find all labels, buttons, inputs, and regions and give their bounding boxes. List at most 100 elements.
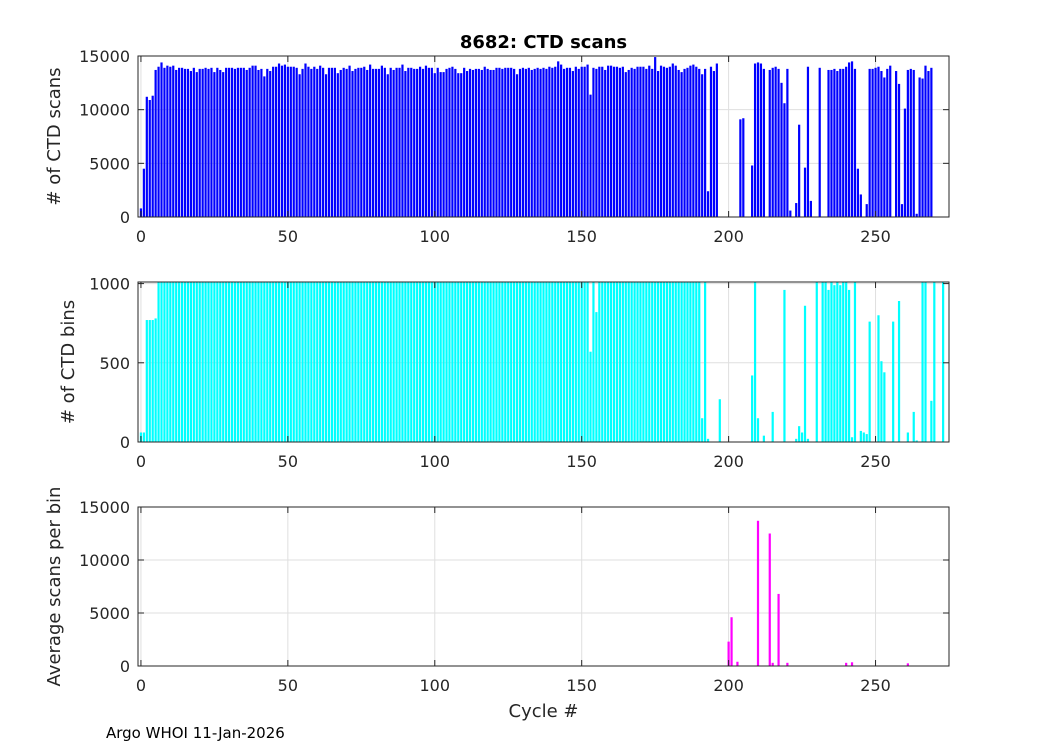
bar [683, 282, 686, 442]
bar [915, 440, 918, 442]
bar [504, 67, 507, 217]
bar [942, 282, 945, 442]
bar [859, 194, 862, 217]
axes-box [137, 281, 950, 443]
bar [480, 282, 483, 442]
bar [354, 68, 357, 217]
bar [674, 65, 677, 217]
bar [186, 68, 190, 217]
y-tick-label: 10000 [79, 101, 130, 120]
bar [354, 282, 357, 442]
bar [395, 282, 398, 442]
bar [865, 434, 868, 442]
bar [583, 282, 586, 442]
bar [897, 83, 901, 217]
bar [504, 282, 507, 442]
bar [701, 74, 704, 217]
bar [524, 68, 527, 217]
bar [366, 69, 369, 217]
bar [233, 68, 237, 217]
bar [806, 438, 810, 442]
bar [892, 321, 895, 442]
bar [589, 351, 592, 442]
bar [845, 66, 848, 217]
bar [342, 282, 345, 442]
bar [201, 68, 204, 217]
bar [515, 74, 519, 217]
bar [445, 282, 448, 442]
bar [298, 74, 301, 217]
bar [571, 282, 574, 442]
bar [636, 66, 639, 217]
bar [736, 661, 739, 666]
bar [360, 67, 363, 217]
bar [624, 72, 627, 217]
bar [383, 282, 386, 442]
bar [845, 662, 848, 666]
bar [783, 289, 786, 442]
bar [827, 289, 830, 442]
bar [413, 68, 416, 217]
bar [842, 68, 845, 217]
bar [771, 411, 774, 442]
bar [269, 282, 272, 442]
bar [609, 65, 613, 217]
bar [363, 66, 366, 217]
bar [706, 191, 710, 217]
bar [836, 282, 839, 442]
bar [607, 65, 610, 217]
bar [495, 282, 498, 442]
bar [900, 204, 904, 217]
bar [413, 282, 416, 442]
bar [486, 282, 489, 442]
bar [210, 67, 213, 217]
bar [360, 282, 363, 442]
bar [536, 67, 539, 217]
bar [618, 67, 622, 217]
bar [695, 66, 698, 217]
bar [656, 282, 660, 442]
bar [692, 282, 695, 442]
bar [877, 315, 880, 442]
bar [442, 72, 445, 217]
bar [280, 65, 284, 217]
bar [560, 64, 563, 217]
bar [260, 282, 263, 442]
bar [753, 282, 757, 442]
bar [906, 69, 909, 217]
bar [151, 95, 154, 217]
bar [762, 435, 765, 442]
x-tick-label: 100 [420, 452, 451, 471]
bar [930, 400, 933, 442]
bar [386, 282, 389, 442]
bar [856, 168, 860, 217]
bar [568, 67, 572, 217]
bar [806, 66, 810, 217]
bar [257, 69, 260, 217]
bar [345, 282, 348, 442]
bar [183, 282, 187, 442]
bar [642, 66, 645, 217]
bar [327, 282, 331, 442]
bar [565, 282, 569, 442]
bar [180, 282, 184, 442]
bar [465, 71, 469, 217]
bar [301, 68, 304, 217]
bar [307, 66, 310, 217]
bar [554, 66, 557, 217]
bar [924, 282, 927, 442]
bar [604, 69, 607, 217]
bar [636, 282, 639, 442]
bar [272, 282, 275, 442]
bar [172, 282, 175, 442]
bar [377, 68, 381, 217]
bar [501, 282, 504, 442]
bar [151, 320, 154, 442]
bar [662, 282, 666, 442]
bar [845, 282, 848, 442]
bar [207, 68, 210, 217]
bar [586, 64, 589, 217]
bar [227, 67, 231, 217]
y-tick-label: 15000 [79, 498, 130, 517]
bar [286, 282, 289, 442]
